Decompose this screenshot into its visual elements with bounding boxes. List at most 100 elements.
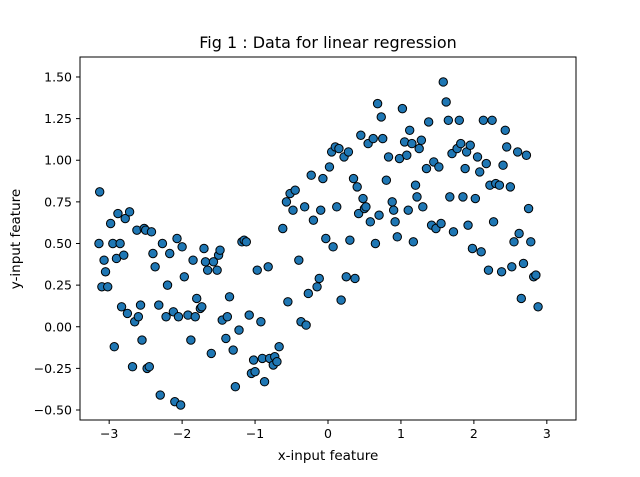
data-point [321,233,331,244]
x-tick-label: −1 [246,426,264,441]
data-point [531,270,541,280]
x-tick-label: −3 [100,426,118,441]
data-point [381,175,392,185]
data-point [488,217,499,227]
data-point [283,297,293,307]
data-point [221,333,231,344]
data-point [523,203,534,214]
data-point [505,182,516,192]
x-tick-label: 1 [397,426,405,441]
data-point [441,97,451,107]
data-point [388,205,399,215]
data-point [470,193,481,204]
y-tick-label: −0.50 [34,403,72,418]
data-point [94,187,105,197]
data-point [263,262,273,272]
data-point [197,302,207,312]
data-point [161,312,171,322]
y-tick-label: 0.00 [44,319,72,334]
data-point [127,362,138,372]
data-point [402,150,412,160]
data-point [361,202,371,212]
data-point [120,213,130,224]
data-point [341,272,351,282]
data-point [463,220,473,230]
data-point [215,245,225,255]
data-point [256,317,266,327]
data-point [252,265,262,275]
data-point [533,302,543,312]
data-point [324,162,335,172]
data-point [407,138,417,149]
data-point [206,348,216,359]
data-point [372,98,383,109]
data-point [133,312,144,322]
data-point [387,197,397,207]
data-point [228,345,238,355]
data-point [496,267,507,277]
data-point [365,217,376,227]
data-point [186,335,196,345]
data-point [146,227,157,237]
data-point [224,292,235,302]
data-point [306,170,316,180]
data-point [312,282,322,292]
data-point [199,243,209,254]
data-point [109,342,119,352]
data-point [403,205,413,215]
data-point [404,125,415,135]
data-point [343,147,354,157]
data-point [454,115,464,125]
data-point [332,202,342,212]
data-point [290,185,300,195]
x-tick-label: 3 [543,426,551,441]
data-point [487,115,497,125]
data-point [100,267,111,277]
data-point [234,325,244,335]
data-point [358,193,368,204]
data-point [200,257,211,267]
data-point [472,152,483,162]
data-point [303,288,314,299]
data-point [378,133,388,144]
data-point [148,248,158,259]
y-tick-label: 1.00 [44,153,72,168]
data-point [301,320,311,330]
data-point [157,238,168,249]
data-point [416,135,427,145]
data-point [521,150,532,160]
data-point [172,233,182,244]
data-point [448,227,459,237]
y-tick-label: 1.25 [44,111,72,126]
data-point [272,357,282,367]
data-point [414,143,424,154]
y-axis-label: y-input feature [8,189,24,289]
data-point [294,255,304,265]
data-point [458,192,468,202]
data-point [299,202,310,212]
data-point [465,140,475,150]
data-point [179,272,190,282]
data-point [352,182,362,192]
data-point [137,335,147,345]
data-point [350,273,360,284]
x-tick-label: 0 [324,426,332,441]
data-point [222,312,233,322]
x-tick-label: −2 [173,426,191,441]
data-point [423,117,434,127]
data-point [390,217,400,227]
data-point [318,173,328,184]
data-point [103,282,113,292]
data-point [498,160,508,170]
data-point [512,147,523,157]
data-point [288,205,298,215]
data-point [368,133,378,144]
y-tick-label: 0.50 [44,236,72,251]
data-point [250,367,260,377]
data-point [456,138,466,149]
x-axis-label: x-input feature [278,448,379,464]
data-point [281,197,292,207]
x-tick-label: 2 [470,426,478,441]
data-point [212,265,222,275]
